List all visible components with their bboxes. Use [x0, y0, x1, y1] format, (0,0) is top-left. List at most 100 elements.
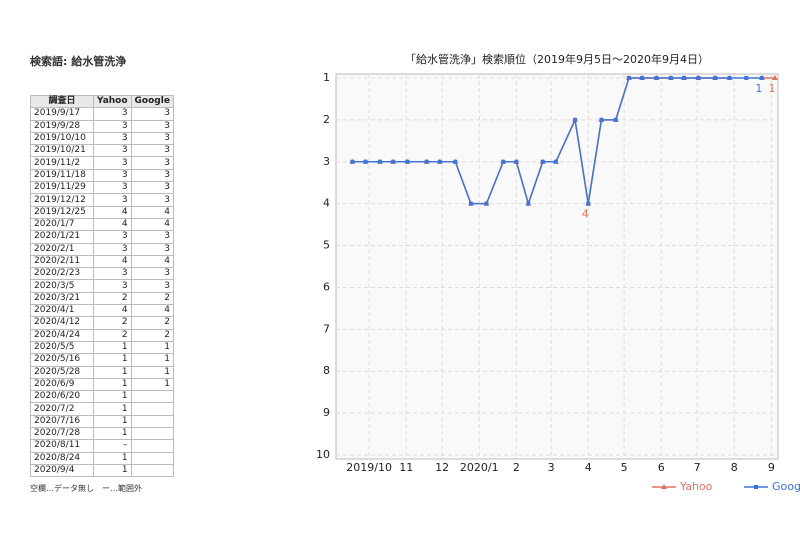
- marker: [391, 159, 396, 164]
- marker: [586, 201, 591, 206]
- table-cell: 3: [130, 131, 174, 146]
- table-cell: 2019/11/18: [30, 168, 94, 183]
- table-cell: 3: [130, 230, 174, 244]
- y-tick-label: 9: [323, 406, 330, 419]
- table-row: 2019/10/10 3 3: [30, 131, 174, 146]
- table-cell: 3: [130, 242, 174, 256]
- x-tick-label: 6: [658, 461, 665, 474]
- table-cell: 2020/9/4: [30, 463, 94, 478]
- marker: [514, 159, 519, 164]
- marker: [484, 201, 489, 206]
- y-tick-label: 6: [323, 280, 330, 293]
- table-row: 2020/8/11–: [30, 439, 174, 453]
- table-row: 2020/9/4 1: [30, 463, 174, 478]
- table-cell: 2019/10/10: [30, 131, 94, 146]
- rank-table: 調査日 Yahoo Google 2019/9/17 3 3 2019/9/28 3 3 2019…: [30, 94, 174, 478]
- y-tick-label: 8: [323, 364, 330, 377]
- table-row: 2020/2/23 3 3: [30, 267, 174, 281]
- marker: [696, 76, 701, 80]
- table-cell: 3: [93, 181, 132, 195]
- table-cell: 3: [130, 119, 174, 133]
- table-row: 2020/5/5 1 1: [30, 340, 174, 355]
- plot-area: [335, 73, 779, 460]
- y-tick-label: 4: [323, 197, 330, 210]
- table-row: 2019/11/2 3 3: [30, 156, 174, 170]
- column-header: Yahoo: [93, 94, 132, 109]
- marker: [453, 159, 458, 164]
- marker: [501, 159, 506, 164]
- table-cell: 3: [93, 131, 132, 146]
- marker: [405, 159, 410, 164]
- y-tick-label: 7: [323, 322, 330, 335]
- x-tick-label: 8: [731, 461, 738, 474]
- table-cell: 3: [93, 168, 132, 183]
- table-cell: 2019/11/29: [30, 181, 94, 195]
- y-tick-label: 3: [323, 155, 330, 168]
- x-tick-label: 2: [513, 461, 520, 474]
- table-row: 2020/3/5 3 3: [30, 279, 174, 293]
- x-tick-label: 2020/1: [460, 461, 499, 474]
- legend-marker: [754, 485, 758, 489]
- marker: [744, 76, 749, 80]
- table-cell: 4: [130, 205, 174, 219]
- table-cell: 2020/2/1: [30, 242, 94, 256]
- x-tick-label: 12: [435, 461, 449, 474]
- data-label: 1: [769, 82, 776, 95]
- table-cell: 3: [130, 156, 174, 170]
- table-cell: 2019/10/21: [30, 144, 94, 158]
- x-tick-label: 11: [399, 461, 413, 474]
- marker: [573, 117, 578, 122]
- y-tick-label: 2: [323, 113, 330, 126]
- marker: [654, 76, 659, 80]
- marker: [640, 76, 645, 80]
- column-header: Google: [130, 94, 174, 109]
- x-tick-label: 7: [694, 461, 701, 474]
- marker: [553, 159, 558, 164]
- table-row: 2020/2/1 3 3: [30, 242, 174, 256]
- x-tick-label: 5: [621, 461, 628, 474]
- marker: [350, 159, 355, 164]
- marker: [540, 159, 545, 164]
- data-label: 4: [582, 208, 589, 221]
- marker: [599, 117, 604, 122]
- marker: [613, 117, 618, 122]
- legend-label: Google: [772, 480, 800, 493]
- table-cell: 2020/1/7: [30, 217, 94, 232]
- x-tick-label: 3: [548, 461, 555, 474]
- table-row: 2020/8/24 1: [30, 451, 174, 465]
- marker: [526, 201, 531, 206]
- table-cell: 1: [93, 463, 132, 478]
- table-row: 2020/1/21 3 3: [30, 230, 174, 244]
- marker: [772, 75, 778, 80]
- table-cell: 3: [130, 144, 174, 158]
- x-tick-label: 9: [768, 461, 775, 474]
- x-tick-label: 2019/10: [346, 461, 392, 474]
- table-row: 2019/9/28 3 3: [30, 119, 174, 133]
- table-cell: 4: [130, 217, 174, 232]
- table-cell: 2019/12/12: [30, 193, 94, 207]
- legend-marker: [661, 484, 667, 489]
- table-row: 2019/12/12 3 3: [30, 193, 174, 207]
- table-cell: [130, 463, 174, 478]
- table-row: 2019/11/29 3 3: [30, 181, 174, 195]
- marker: [626, 76, 631, 80]
- marker: [377, 159, 382, 164]
- y-tick-label: 10: [316, 448, 330, 461]
- marker: [363, 159, 368, 164]
- x-tick-label: 4: [585, 461, 592, 474]
- y-tick-label: 1: [323, 71, 330, 84]
- marker: [437, 159, 442, 164]
- legend-label: Yahoo: [679, 480, 713, 493]
- table-cell: 2019/11/2: [30, 156, 94, 170]
- chart-title: 「給水管洗浄」検索順位（2019年9月5日～2020年9月4日）: [405, 52, 709, 66]
- marker: [713, 76, 718, 80]
- table-cell: 2020/2/23: [30, 267, 94, 281]
- table-header: 調査日 Yahoo Google: [30, 94, 174, 109]
- table-cell: 3: [130, 181, 174, 195]
- table-cell: 2019/9/28: [30, 119, 94, 133]
- table-row: 2020/6/20 1: [30, 390, 174, 404]
- column-header: 調査日: [30, 94, 94, 109]
- marker: [424, 159, 429, 164]
- table-row: 2019/10/21 3 3: [30, 144, 174, 158]
